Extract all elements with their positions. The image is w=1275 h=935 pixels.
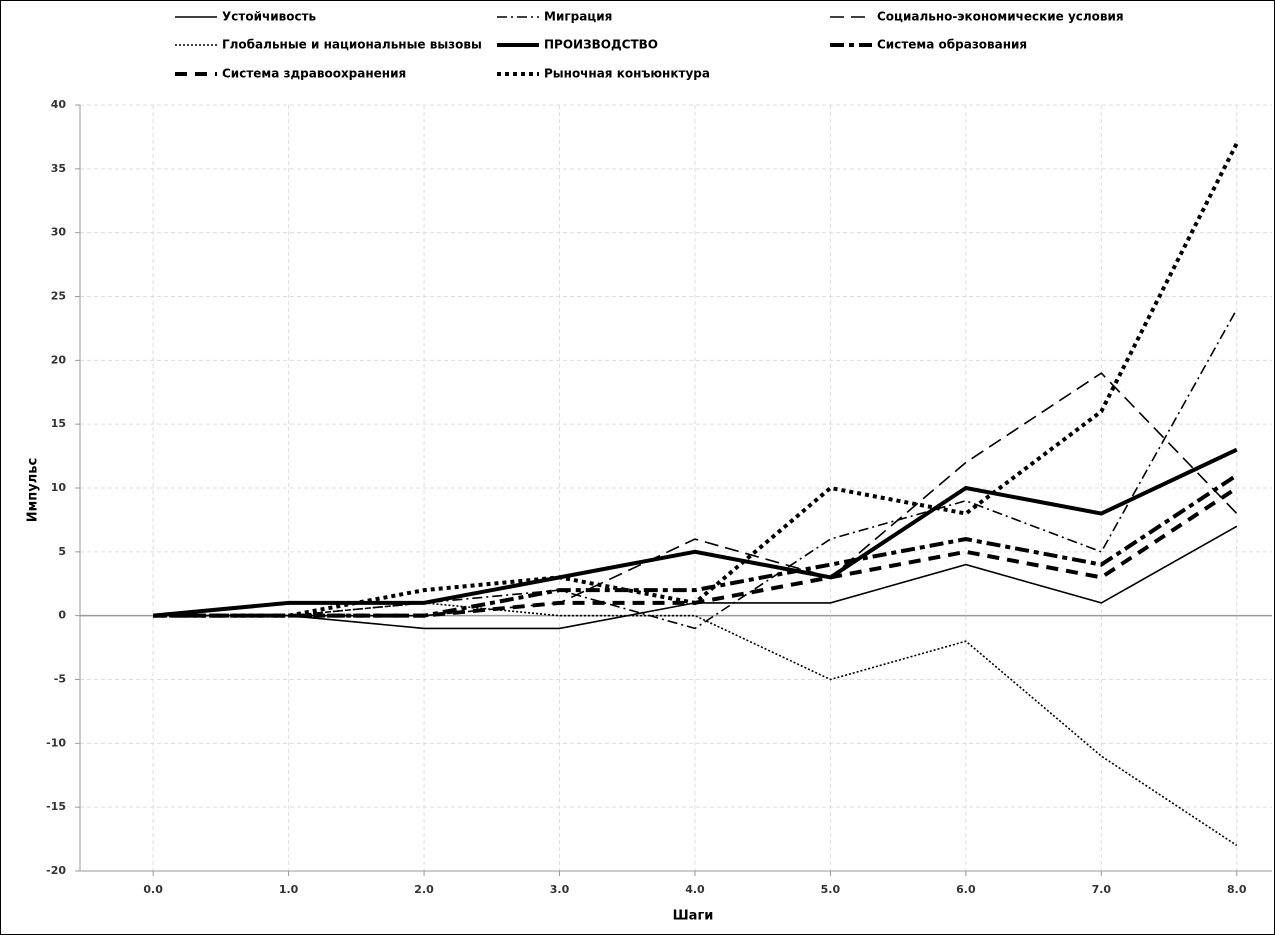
series-line (152, 447, 1238, 618)
series-line (153, 142, 1239, 618)
x-axis-title: Шаги (673, 909, 714, 924)
y-tick-label: 5 (58, 545, 66, 558)
x-tick-label: 7.0 (1092, 883, 1112, 896)
x-tick-label: 4.0 (685, 883, 705, 896)
series-line (153, 602, 1238, 847)
legend-label: Миграция (544, 10, 612, 24)
legend-label: Система здравоохранения (222, 67, 406, 81)
y-tick-label: 25 (51, 290, 66, 303)
x-tick-label: 1.0 (279, 883, 299, 896)
x-tick-label: 0.0 (143, 883, 163, 896)
y-tick-label: 35 (51, 162, 66, 175)
legend-label: Устойчивость (222, 10, 317, 24)
x-tick-label: 8.0 (1227, 883, 1247, 896)
y-tick-label: 15 (51, 417, 66, 430)
y-axis-title: Импульс (26, 458, 41, 522)
x-tick-label: 3.0 (550, 883, 570, 896)
y-tick-label: 20 (51, 353, 67, 366)
legend-label: Система образования (877, 38, 1027, 52)
y-tick-label: -5 (54, 673, 66, 686)
y-tick-label: -10 (46, 736, 66, 749)
x-tick-label: 2.0 (414, 883, 434, 896)
y-tick-label: 30 (51, 226, 67, 239)
y-tick-label: -15 (46, 800, 66, 813)
legend-label: ПРОИЗВОДСТВО (544, 38, 658, 52)
y-tick-label: 40 (51, 98, 67, 111)
x-tick-label: 6.0 (956, 883, 976, 896)
y-tick-label: -20 (46, 864, 66, 877)
y-tick-label: 0 (58, 609, 66, 622)
x-tick-label: 5.0 (821, 883, 841, 896)
legend-label: Социально-экономические условия (877, 10, 1124, 24)
legend-label: Глобальные и национальные вызовы (222, 38, 482, 52)
y-tick-label: 10 (51, 481, 67, 494)
legend-label: Рыночная конъюнктура (544, 67, 710, 81)
